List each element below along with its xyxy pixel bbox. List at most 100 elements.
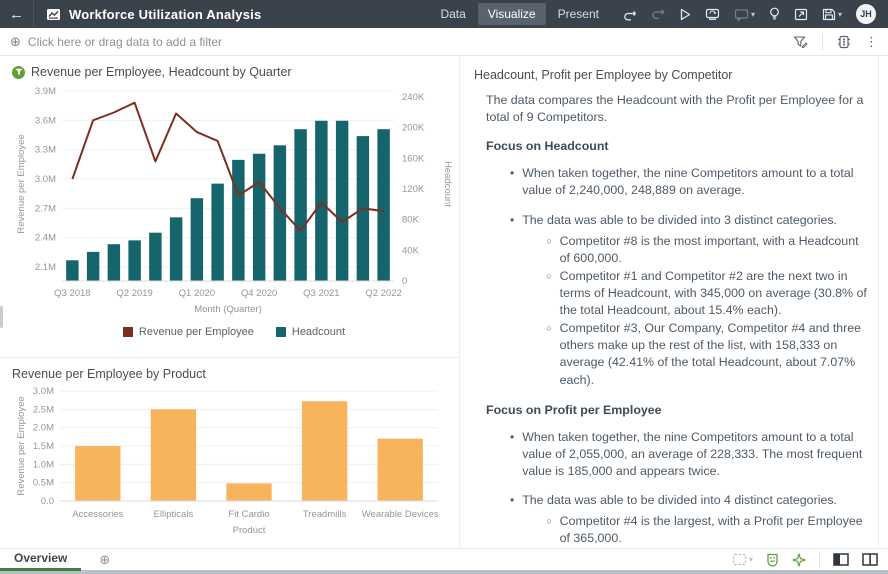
headcount-bar[interactable]: [66, 260, 79, 281]
tab-visualize[interactable]: Visualize: [477, 3, 546, 25]
product-chart-card[interactable]: Revenue per Employee by Product 0.0 0.5M 1…: [0, 358, 460, 548]
headcount-bar[interactable]: [149, 232, 162, 281]
category-label: Accessories: [72, 509, 123, 520]
add-canvas-plus-icon[interactable]: ⊕: [99, 551, 111, 567]
right-axis-tick: 80K: [402, 215, 420, 226]
headcount-bar[interactable]: [335, 120, 349, 281]
narrative-bullet-list: • When taken together, the nine Competito…: [474, 429, 868, 548]
combo-chart-card[interactable]: Revenue per Employee, Headcount by Quart…: [0, 56, 460, 358]
refresh-data-icon[interactable]: [705, 8, 720, 21]
left-axis-tick: 2.1M: [35, 262, 56, 273]
product-bar[interactable]: [75, 446, 121, 501]
narrative-body: The data compares the Headcount with the…: [474, 92, 868, 548]
narrative-bullet: • When taken together, the nine Competito…: [510, 429, 863, 478]
product-bar-chart[interactable]: 0.0 0.5M 1.0M 1.5M 2.0M 2.5M 3.0M Accessories El…: [12, 383, 452, 545]
product-bar[interactable]: [377, 438, 423, 501]
right-axis-tick: 120K: [402, 184, 425, 195]
panel-left-toggle-icon[interactable]: [833, 553, 849, 566]
narrative-bullet: • The data was able to be divided into 4 …: [510, 492, 868, 548]
left-axis-title: Revenue per Employee: [16, 134, 27, 233]
narrative-intro: The data compares the Headcount with the…: [486, 93, 864, 125]
narrative-sub-bullet: ○ Competitor #3, Our Company, Competitor …: [546, 321, 862, 387]
legend-entry[interactable]: Revenue per Employee: [122, 326, 254, 338]
narrative-bullet: • The data was able to be divided into 3 …: [510, 212, 868, 390]
x-axis-tick: Q4 2020: [241, 288, 277, 299]
product-bar[interactable]: [226, 483, 272, 501]
product-chart-title: Revenue per Employee by Product: [12, 367, 206, 381]
headcount-bar[interactable]: [128, 240, 141, 281]
right-axis-tick: 0: [402, 276, 407, 287]
preview-play-icon[interactable]: [679, 8, 691, 21]
narrative-sub-bullet: ○ Competitor #8 is the most important, wi…: [546, 233, 859, 265]
y-axis-tick: 1.5M: [33, 441, 54, 452]
headcount-bar[interactable]: [377, 129, 390, 281]
comment-icon[interactable]: ▾: [734, 8, 755, 21]
quality-insights-icon[interactable]: [766, 553, 779, 567]
save-icon[interactable]: ▾: [822, 8, 842, 21]
product-bar[interactable]: [301, 401, 348, 501]
canvas-tabs-bar: Overview ⊕ ▾: [0, 548, 888, 571]
insight-lightbulb-icon[interactable]: [769, 7, 780, 21]
legend-swatch: [122, 327, 133, 337]
narrative-panel[interactable]: Headcount, Profit per Employee by Compet…: [461, 56, 888, 548]
revenue-line[interactable]: [71, 101, 384, 232]
headcount-bar[interactable]: [273, 145, 287, 281]
narrative-scrollbar[interactable]: [878, 56, 885, 548]
right-axis-tick: 40K: [402, 245, 420, 256]
undo-icon[interactable]: [623, 8, 637, 21]
narrative-section-heading: Focus on Profit per Employee: [486, 402, 662, 417]
left-axis-tick: 3.0M: [35, 174, 56, 185]
back-arrow-icon[interactable]: ←: [0, 0, 34, 28]
headcount-bar[interactable]: [107, 244, 121, 281]
narrative-bullet: • When taken together, the nine Competito…: [510, 166, 854, 198]
y-axis-title: Revenue per Employee: [16, 396, 27, 495]
headcount-bar[interactable]: [252, 153, 266, 281]
y-axis-tick: 1.0M: [33, 459, 54, 470]
x-axis-tick: Q2 2019: [116, 288, 152, 299]
legend-swatch: [275, 327, 286, 337]
headcount-bar[interactable]: [169, 217, 183, 281]
canvas-settings-icon[interactable]: [837, 35, 851, 49]
legend-entry[interactable]: Headcount: [275, 326, 345, 338]
workbook-chart-icon: [46, 8, 61, 21]
category-label: Treadmills: [303, 509, 347, 520]
y-axis-tick: 3.0M: [33, 386, 54, 397]
combo-chart-legend: Revenue per Employee Headcount: [12, 326, 456, 338]
product-bar[interactable]: [150, 409, 197, 501]
panel-right-toggle-icon[interactable]: [862, 553, 878, 566]
panel-resize-handle[interactable]: [0, 306, 3, 328]
canvas-tab-overview[interactable]: Overview: [0, 549, 82, 571]
headcount-bar[interactable]: [315, 120, 328, 281]
combo-chart[interactable]: 2.1M 2.4M 2.7M 3.0M 3.3M 3.6M 3.9M 0 40K 80K 120K 1…: [12, 81, 453, 319]
headcount-bar[interactable]: [190, 198, 204, 281]
left-axis-tick: 3.9M: [35, 86, 56, 97]
headcount-bar[interactable]: [211, 183, 224, 281]
category-label: Wearable Devices: [362, 509, 439, 520]
x-axis-tick: Q3 2021: [303, 288, 339, 299]
left-axis-tick: 2.7M: [35, 203, 56, 214]
user-avatar[interactable]: JH: [856, 4, 876, 24]
tab-present[interactable]: Present: [557, 7, 599, 21]
viz-filter-badge-icon[interactable]: [12, 65, 25, 79]
left-axis-tick: 3.6M: [35, 115, 56, 126]
headcount-bar[interactable]: [294, 129, 307, 281]
x-axis-title: Month (Quarter): [194, 304, 262, 315]
narrative-sub-bullet: ○ Competitor #4 is the largest, with a Pr…: [546, 514, 863, 546]
tab-data[interactable]: Data: [440, 7, 466, 21]
headcount-bar[interactable]: [86, 251, 100, 281]
filter-funnel-icon[interactable]: [793, 35, 808, 49]
left-axis-tick: 3.3M: [35, 145, 56, 156]
right-axis-tick: 200K: [402, 123, 425, 134]
right-axis-tick: 240K: [402, 92, 425, 103]
auto-insights-sparkle-icon[interactable]: [792, 552, 806, 567]
export-icon[interactable]: [794, 8, 808, 21]
kebab-menu-icon[interactable]: ⋮: [865, 33, 878, 49]
headcount-bar[interactable]: [232, 159, 245, 281]
narrative-section-heading: Focus on Headcount: [486, 139, 609, 154]
y-axis-tick: 2.0M: [33, 423, 54, 434]
canvas-layout-icon[interactable]: ▾: [732, 553, 753, 566]
right-axis-tick: 160K: [402, 153, 425, 164]
narrative-title: Headcount, Profit per Employee by Compet…: [474, 68, 733, 82]
add-filter-button[interactable]: ⊕ Click here or drag data to add a filte…: [10, 34, 222, 50]
filter-bar: ⊕ Click here or drag data to add a filte…: [0, 28, 888, 56]
